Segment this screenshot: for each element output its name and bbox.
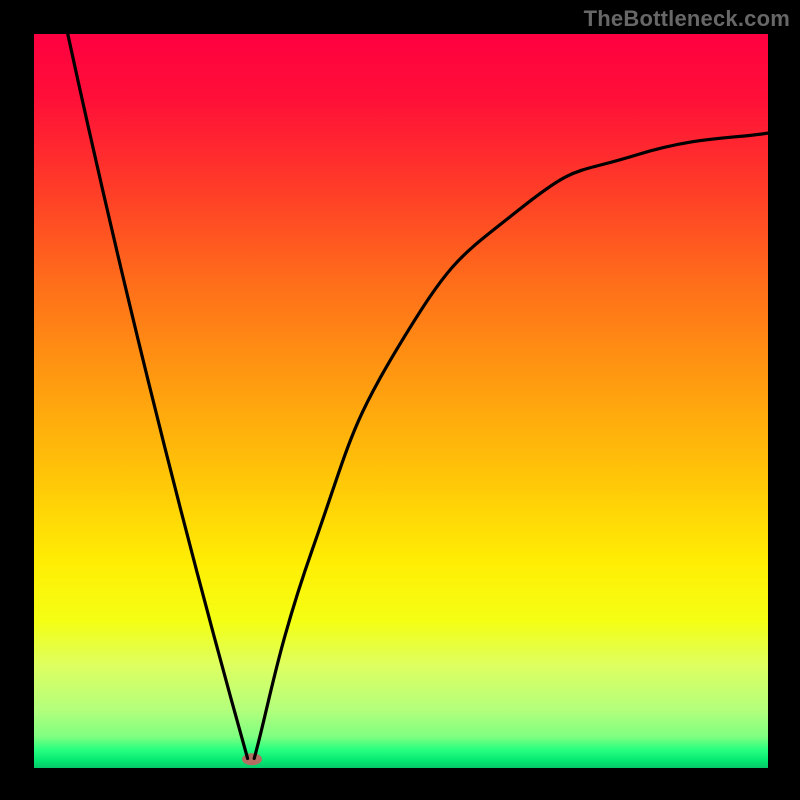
curve-right-branch	[254, 133, 768, 758]
curve-left-branch	[68, 34, 248, 758]
chart-container: TheBottleneck.com	[0, 0, 800, 800]
watermark-text: TheBottleneck.com	[584, 6, 790, 32]
curve-overlay	[34, 34, 768, 768]
